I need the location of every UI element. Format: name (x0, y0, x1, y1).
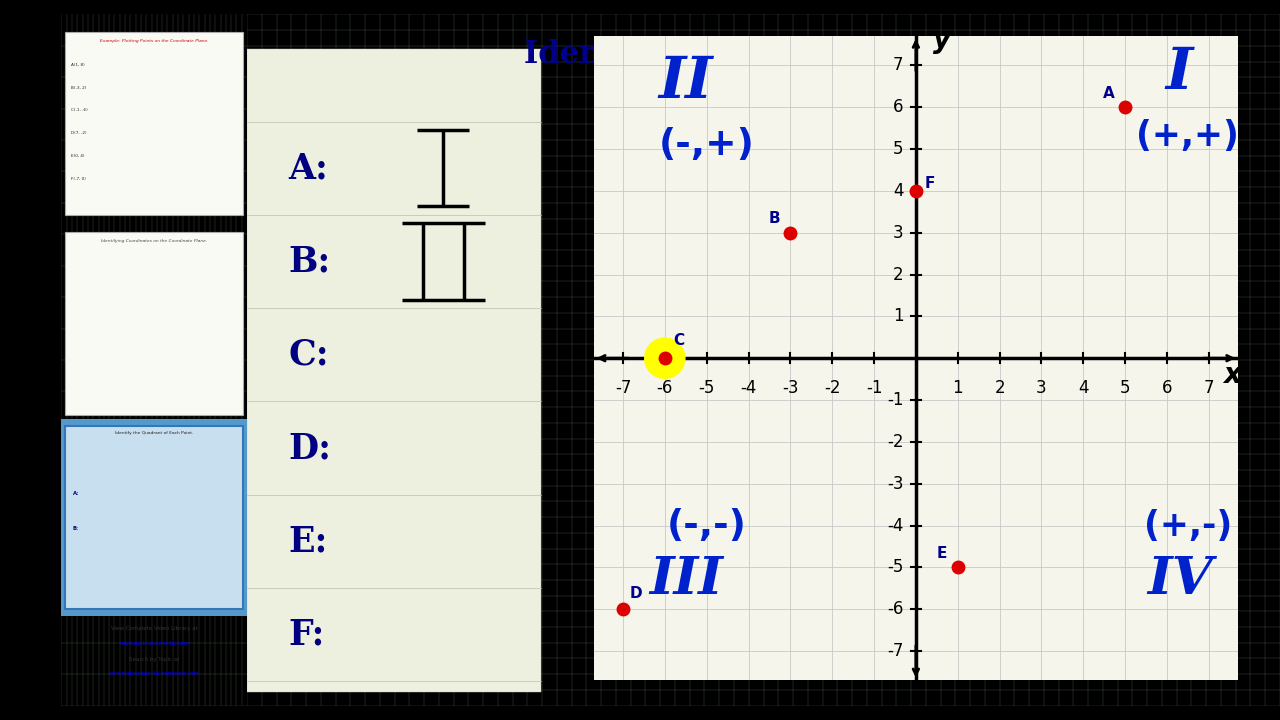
Text: I: I (1166, 45, 1193, 102)
Text: 2: 2 (892, 266, 904, 284)
Text: 3: 3 (1036, 379, 1047, 397)
Text: y: y (933, 26, 951, 54)
Text: 1: 1 (892, 307, 904, 325)
Text: 4: 4 (893, 182, 904, 200)
Text: -7: -7 (614, 379, 631, 397)
Text: 5: 5 (1120, 379, 1130, 397)
Text: View Complete Video Library at: View Complete Video Library at (111, 626, 197, 631)
Text: 7: 7 (893, 56, 904, 74)
Text: F(-7, 0): F(-7, 0) (70, 177, 86, 181)
Text: x: x (1222, 361, 1240, 390)
Text: -5: -5 (887, 559, 904, 577)
Text: www.mathspower4u.wordpress.com: www.mathspower4u.wordpress.com (109, 671, 200, 676)
Text: Identify the Quadrant of Each Point.: Identify the Quadrant of Each Point. (115, 431, 193, 435)
Text: F: F (925, 176, 936, 191)
Circle shape (645, 338, 685, 378)
Text: B: B (768, 212, 780, 226)
Text: 4: 4 (1078, 379, 1088, 397)
Text: Example: Plotting Points on the Coordinate Plane.: Example: Plotting Points on the Coordina… (100, 39, 209, 42)
Text: Identifying Coordinates on the Coordinate Plane.: Identifying Coordinates on the Coordinat… (101, 239, 207, 243)
Text: B:: B: (288, 245, 330, 279)
Text: -7: -7 (887, 642, 904, 660)
Text: Search by Topic at: Search by Topic at (129, 657, 179, 662)
Text: D(7, -2): D(7, -2) (70, 131, 86, 135)
Text: A: A (1103, 86, 1115, 101)
Text: E(0, 4): E(0, 4) (70, 154, 84, 158)
Text: -6: -6 (887, 600, 904, 618)
Text: www.mathspower4u.com: www.mathspower4u.com (119, 642, 189, 647)
Text: D:: D: (288, 431, 332, 465)
Text: (+,+): (+,+) (1137, 120, 1239, 153)
Text: -4: -4 (887, 516, 904, 534)
Text: Identify the Quadrant of Each Point.: Identify the Quadrant of Each Point. (525, 39, 1147, 70)
Text: -4: -4 (740, 379, 756, 397)
Text: -3: -3 (887, 474, 904, 492)
Text: F:: F: (288, 618, 325, 652)
Text: 7: 7 (1203, 379, 1213, 397)
Bar (65, 426, 243, 609)
Text: A:: A: (288, 151, 328, 185)
Text: E: E (937, 546, 947, 561)
Text: B:: B: (73, 526, 78, 531)
Bar (65, 232, 243, 415)
Text: -1: -1 (887, 391, 904, 409)
Text: D: D (630, 586, 641, 601)
Bar (61, 419, 247, 616)
Text: -6: -6 (657, 379, 673, 397)
Text: 3: 3 (892, 224, 904, 242)
Text: 1: 1 (952, 379, 963, 397)
Text: II: II (658, 54, 713, 110)
Text: -5: -5 (699, 379, 714, 397)
Text: C(-1, -6): C(-1, -6) (70, 109, 87, 112)
Text: A(1, 8): A(1, 8) (70, 63, 84, 67)
Text: 2: 2 (995, 379, 1005, 397)
Text: 6: 6 (1162, 379, 1172, 397)
Text: III: III (649, 554, 723, 606)
Text: -2: -2 (824, 379, 841, 397)
Text: (-,+): (-,+) (659, 127, 755, 163)
Text: -3: -3 (782, 379, 799, 397)
Bar (247, 49, 541, 692)
Text: C:: C: (288, 338, 329, 372)
Text: C: C (673, 333, 685, 348)
Text: A:: A: (73, 491, 79, 496)
Text: E:: E: (288, 524, 328, 559)
Text: 6: 6 (893, 98, 904, 116)
Text: (-,-): (-,-) (667, 508, 746, 544)
Text: (+,-): (+,-) (1144, 508, 1231, 543)
Bar (65, 32, 243, 215)
Text: B(-3, 2): B(-3, 2) (70, 86, 86, 89)
Text: IV: IV (1147, 554, 1212, 606)
Text: 5: 5 (893, 140, 904, 158)
Text: -2: -2 (887, 433, 904, 451)
Text: -1: -1 (865, 379, 882, 397)
